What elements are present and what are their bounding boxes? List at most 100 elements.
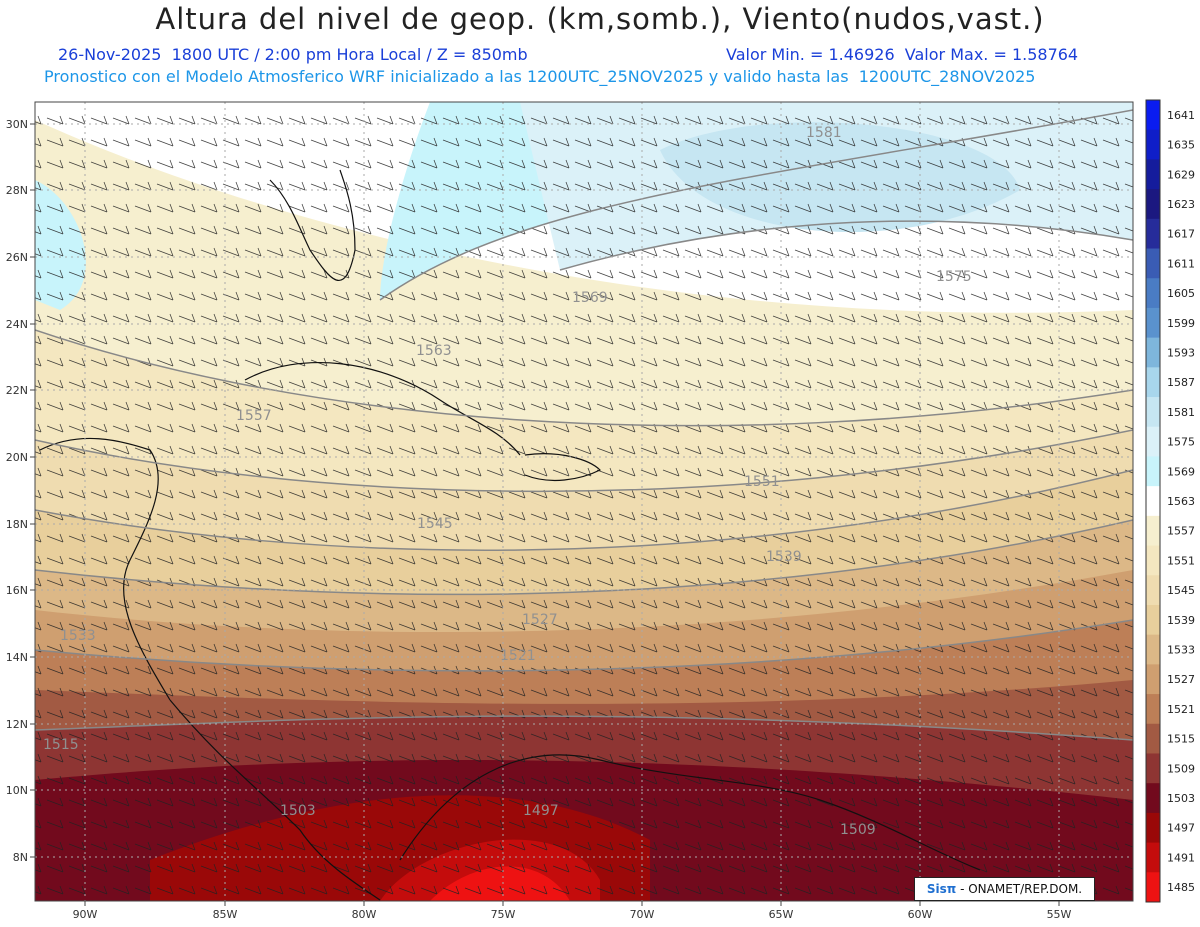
colorbar-swatch: [1146, 307, 1160, 339]
lat-label: 18N: [6, 518, 28, 531]
colorbar-label: 1485: [1167, 881, 1195, 894]
colorbar-label: 1599: [1167, 317, 1195, 330]
lat-label: 26N: [6, 251, 28, 264]
contour-label: 1509: [840, 822, 876, 838]
colorbar-swatch: [1146, 100, 1160, 131]
lat-label: 22N: [6, 384, 28, 397]
credit-org: - ONAMET/REP.DOM.: [960, 882, 1083, 896]
colorbar-swatch: [1146, 129, 1160, 160]
colorbar-label: 1587: [1167, 376, 1195, 389]
yucatan-coast: [39, 437, 171, 701]
credit-sis: Sisπ: [926, 882, 957, 896]
lon-label: 90W: [73, 908, 98, 921]
central-america-coast: [169, 699, 381, 901]
colorbar-swatch: [1146, 694, 1160, 725]
lon-label: 75W: [491, 908, 516, 921]
graticule: [35, 102, 1133, 901]
lon-label: 60W: [908, 908, 933, 921]
colorbar-label: 1635: [1167, 139, 1195, 152]
colorbar-swatch: [1146, 367, 1160, 398]
cuba-coast: [244, 361, 521, 456]
colorbar-swatch: [1146, 604, 1160, 636]
colorbar-swatch: [1146, 872, 1160, 903]
lon-label: 70W: [630, 908, 655, 921]
colorbar-swatch: [1146, 723, 1160, 754]
colorbar-label: 1497: [1167, 822, 1195, 835]
colorbar-swatch: [1146, 426, 1160, 457]
colorbar-swatch: [1146, 248, 1160, 279]
contour-label: 1527: [522, 612, 558, 628]
colorbar-swatch: [1146, 753, 1160, 784]
colorbar-swatch: [1146, 337, 1160, 368]
lon-label: 85W: [213, 908, 238, 921]
valid-time-line: 26-Nov-2025 1800 UTC / 2:00 pm Hora Loca…: [58, 45, 528, 64]
colorbar: 1641 1635 1629 1623 1617 1611 1605 1599 1593 1587…: [1145, 99, 1195, 903]
colorbar-swatch: [1146, 634, 1160, 665]
lat-label: 12N: [6, 718, 28, 731]
lat-label: 30N: [6, 118, 28, 131]
colorbar-label: 1557: [1167, 525, 1195, 538]
colorbar-label: 1575: [1167, 436, 1195, 449]
lat-label: 20N: [6, 451, 28, 464]
lat-label: 16N: [6, 584, 28, 597]
colorbar-frame: [1145, 99, 1161, 903]
colorbar-label: 1539: [1167, 614, 1195, 627]
colorbar-label: 1515: [1167, 733, 1195, 746]
hispaniola-coast: [524, 453, 602, 481]
contour-label: 1539: [766, 549, 802, 565]
colorbar-swatch: [1146, 783, 1160, 814]
colorbar-swatch: [1146, 842, 1160, 873]
colorbar-swatch: [1146, 575, 1160, 606]
colorbar-label: 1617: [1167, 228, 1195, 241]
colorbar-swatch: [1146, 515, 1160, 547]
lat-label: 24N: [6, 318, 28, 331]
colorbar-label: 1491: [1167, 851, 1195, 864]
colorbar-swatch: [1146, 664, 1160, 695]
lat-label: 8N: [13, 851, 28, 864]
colorbar-label: 1521: [1167, 703, 1195, 716]
colorbar-label: 1623: [1167, 198, 1195, 211]
contour-label: 1545: [417, 516, 453, 532]
credit-box: Sisπ - ONAMET/REP.DOM.: [914, 877, 1095, 901]
colorbar-label: 1641: [1167, 109, 1195, 122]
contour-label: 1575: [936, 269, 972, 285]
colorbar-label: 1533: [1167, 644, 1195, 657]
colorbar-swatch: [1146, 486, 1160, 517]
colorbar-swatch: [1146, 159, 1160, 190]
contour-label: 1521: [500, 648, 536, 664]
longitude-labels: 90W 85W 80W 75W 70W 65W 60W 55W: [73, 901, 1072, 921]
contour-label-layer: 1581 1575 1569 1563 1557 1551 1545 1539 …: [43, 125, 972, 838]
contour-label: 1563: [416, 343, 452, 359]
florida-coast: [269, 169, 356, 282]
lat-label: 10N: [6, 784, 28, 797]
colorbar-swatch: [1146, 456, 1160, 487]
lon-label: 65W: [769, 908, 794, 921]
contour-label: 1557: [236, 408, 272, 424]
page-title: Altura del nivel de geop. (km,somb.), Vi…: [155, 2, 1045, 36]
contour-lines: [35, 109, 1133, 741]
colorbar-label: 1545: [1167, 584, 1195, 597]
colorbar-label: 1563: [1167, 495, 1195, 508]
contour-label: 1581: [806, 125, 842, 141]
contour-label: 1533: [60, 628, 96, 644]
contour-label: 1551: [744, 474, 780, 490]
coastlines: [39, 169, 981, 901]
colorbar-label: 1527: [1167, 673, 1195, 686]
colorbar-label: 1605: [1167, 287, 1195, 300]
min-max-line: Valor Min. = 1.46926 Valor Max. = 1.5876…: [726, 45, 1079, 64]
colorbar-label: 1551: [1167, 554, 1195, 567]
colorbar-label: 1581: [1167, 406, 1195, 419]
colorbar-swatch: [1146, 545, 1160, 576]
lat-label: 28N: [6, 184, 28, 197]
colorbar-swatch: [1146, 812, 1160, 844]
colorbar-swatch: [1146, 189, 1160, 220]
colorbar-swatch: [1146, 397, 1160, 428]
contour-label: 1515: [43, 737, 79, 753]
latitude-labels: 30N 28N 26N 24N 22N 20N 18N 16N 14N 12N 10N 8N: [6, 118, 35, 864]
contour-label: 1569: [572, 290, 608, 306]
lon-label: 55W: [1047, 908, 1072, 921]
lon-label: 80W: [352, 908, 377, 921]
colorbar-label: 1593: [1167, 346, 1195, 359]
contour-label: 1503: [280, 803, 316, 819]
colorbar-swatch: [1146, 278, 1160, 309]
